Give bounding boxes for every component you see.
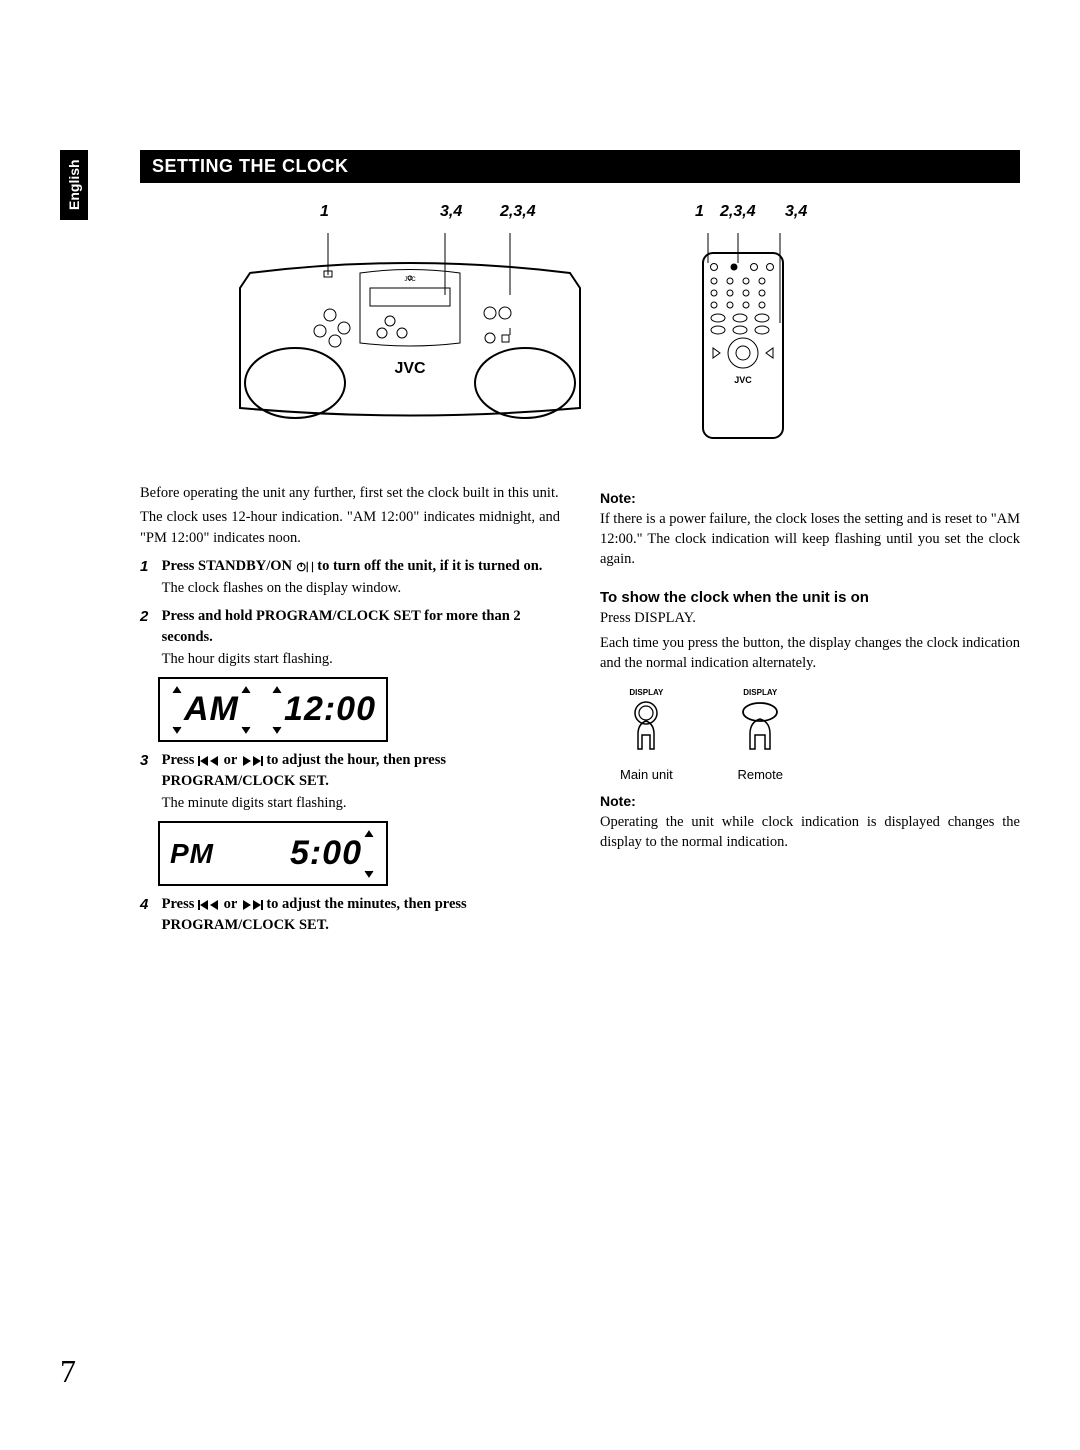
note-2-text: Operating the unit while clock indicatio…	[600, 812, 1020, 853]
remote-btn-top: DISPLAY	[733, 687, 788, 698]
display-am-1200: AM 12:00	[158, 677, 388, 742]
step-2-bold: Press and hold PROGRAM/CLOCK SET for mor…	[162, 608, 521, 644]
display-1-left: AM	[184, 686, 239, 734]
step-1-num: 1	[140, 556, 158, 577]
subheading-show-clock: To show the clock when the unit is on	[600, 587, 1020, 608]
prev-track-icon	[198, 756, 220, 766]
callout-remote-3: 3,4	[785, 203, 807, 221]
step-1-sub: The clock flashes on the display window.	[162, 578, 560, 598]
display-2-right: 5:00	[290, 830, 362, 878]
step-1-bold-post: to turn off the unit, if it is turned on…	[314, 558, 543, 574]
callout-boombox-1: 1	[320, 203, 329, 221]
note-1-text: If there is a power failure, the clock l…	[600, 509, 1020, 570]
body-each-time: Each time you press the button, the disp…	[600, 633, 1020, 674]
step-1-bold-pre: Press STANDBY/ON	[162, 558, 296, 574]
flash-arrows-icon	[270, 685, 284, 735]
next-track-icon	[241, 900, 263, 910]
page-number: 7	[60, 1353, 76, 1390]
step-4-bold-mid: or	[220, 896, 241, 912]
standby-icon	[296, 560, 314, 574]
flash-arrows-icon	[362, 829, 376, 879]
step-3-bold-mid: or	[220, 752, 241, 768]
intro-para-2: The clock uses 12-hour indication. "AM 1…	[140, 507, 560, 548]
prev-track-icon	[198, 900, 220, 910]
svg-text:JVC: JVC	[394, 360, 426, 377]
left-column: Before operating the unit any further, f…	[140, 483, 560, 943]
step-4-bold-pre: Press	[162, 896, 198, 912]
display-button-remote-icon	[733, 699, 788, 754]
note-2-label: Note:	[600, 792, 1020, 812]
flash-arrows-icon	[239, 685, 253, 735]
language-tab: English	[60, 150, 88, 220]
display-1-right: 12:00	[284, 686, 376, 734]
callout-boombox-3: 2,3,4	[500, 203, 536, 221]
step-3-sub: The minute digits start flashing.	[162, 793, 560, 813]
display-2-left: PM	[170, 834, 214, 873]
step-3-num: 3	[140, 750, 158, 771]
main-unit-btn-top: DISPLAY	[620, 687, 673, 698]
main-unit-caption: Main unit	[620, 766, 673, 784]
diagram-area: 1 3,4 2,3,4 1 2,3,4 3,4	[140, 203, 1020, 453]
note-1-label: Note:	[600, 489, 1020, 509]
svg-text:JVC: JVC	[404, 277, 416, 283]
body-press-display: Press DISPLAY.	[600, 608, 1020, 628]
right-column: Note: If there is a power failure, the c…	[600, 483, 1020, 943]
display-pm-500: PM 5:00	[158, 821, 388, 886]
remote-illustration: JVC	[700, 233, 790, 443]
step-4-num: 4	[140, 894, 158, 915]
boombox-illustration: JVC JVC	[220, 233, 600, 433]
callout-boombox-2: 3,4	[440, 203, 462, 221]
step-2-num: 2	[140, 606, 158, 627]
flash-arrows-icon	[170, 685, 184, 735]
remote-caption: Remote	[733, 766, 788, 784]
callout-remote-1: 1	[695, 203, 704, 221]
step-3-bold-pre: Press	[162, 752, 198, 768]
callout-remote-2: 2,3,4	[720, 203, 756, 221]
step-2-sub: The hour digits start flashing.	[162, 649, 560, 669]
intro-para-1: Before operating the unit any further, f…	[140, 483, 560, 503]
section-title: SETTING THE CLOCK	[140, 150, 1020, 183]
next-track-icon	[241, 756, 263, 766]
display-button-mainunit-icon	[621, 699, 671, 754]
svg-text:JVC: JVC	[734, 375, 752, 385]
